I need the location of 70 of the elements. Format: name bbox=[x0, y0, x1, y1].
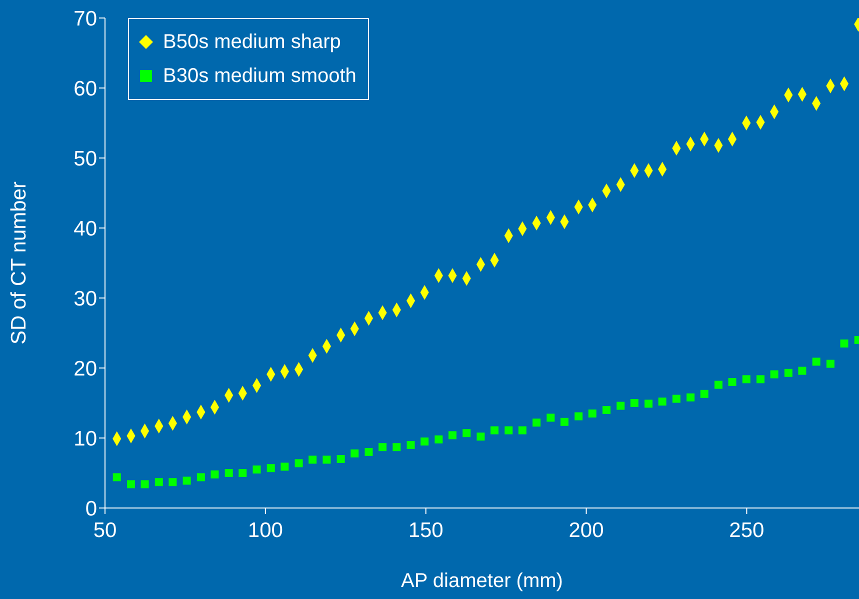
point bbox=[406, 441, 415, 449]
point bbox=[294, 459, 303, 468]
legend-label: B50s medium sharp bbox=[163, 30, 341, 54]
point bbox=[462, 429, 471, 438]
point bbox=[434, 435, 443, 444]
point bbox=[784, 368, 792, 377]
point bbox=[322, 456, 331, 464]
point bbox=[588, 410, 596, 418]
point bbox=[728, 378, 736, 386]
y-tick-label: 30 bbox=[74, 287, 97, 310]
point bbox=[602, 406, 610, 414]
point bbox=[490, 426, 499, 434]
point bbox=[168, 478, 177, 486]
legend-label: B30s medium smooth bbox=[163, 64, 356, 88]
point bbox=[420, 438, 429, 446]
y-tick-label: 10 bbox=[74, 427, 97, 450]
y-tick-label: 40 bbox=[74, 217, 97, 240]
point bbox=[336, 455, 345, 463]
point bbox=[280, 462, 289, 471]
point bbox=[742, 375, 750, 384]
y-axis-title: SD of CT number bbox=[7, 181, 30, 345]
point bbox=[644, 400, 653, 408]
point bbox=[532, 418, 541, 427]
point bbox=[182, 476, 191, 485]
y-tick-label: 20 bbox=[74, 357, 97, 380]
point bbox=[812, 358, 820, 366]
point bbox=[756, 375, 764, 384]
point bbox=[126, 480, 135, 488]
x-tick-label: 200 bbox=[568, 518, 604, 542]
point bbox=[630, 399, 638, 407]
y-tick-label: 60 bbox=[74, 77, 97, 100]
point bbox=[308, 456, 317, 464]
point bbox=[770, 370, 778, 378]
point bbox=[224, 469, 233, 477]
point bbox=[700, 390, 708, 398]
x-tick-label: 50 bbox=[93, 518, 117, 542]
point bbox=[210, 470, 219, 478]
point bbox=[392, 443, 401, 452]
point bbox=[658, 398, 666, 406]
x-axis-title: AP diameter (mm) bbox=[401, 570, 563, 592]
point bbox=[476, 432, 485, 441]
point bbox=[504, 426, 513, 434]
point bbox=[196, 473, 205, 482]
point bbox=[238, 469, 247, 477]
point bbox=[140, 480, 149, 488]
point bbox=[112, 473, 121, 482]
point bbox=[350, 449, 359, 458]
y-tick-label: 50 bbox=[74, 147, 97, 170]
point bbox=[266, 464, 275, 472]
point bbox=[364, 448, 373, 456]
point bbox=[252, 466, 261, 474]
x-tick-label: 150 bbox=[408, 518, 444, 542]
point bbox=[560, 418, 568, 426]
point bbox=[518, 426, 526, 434]
point bbox=[574, 412, 583, 420]
point bbox=[378, 443, 387, 452]
point bbox=[798, 366, 806, 375]
point bbox=[546, 414, 555, 422]
y-tick-label: 70 bbox=[74, 7, 97, 30]
point bbox=[448, 431, 456, 440]
point bbox=[616, 402, 625, 410]
x-tick-label: 100 bbox=[248, 518, 283, 542]
y-tick-label: 0 bbox=[85, 497, 97, 520]
point bbox=[840, 340, 848, 348]
point bbox=[154, 478, 163, 486]
point bbox=[826, 360, 834, 368]
point bbox=[672, 394, 680, 403]
point bbox=[686, 393, 695, 402]
point bbox=[714, 380, 722, 389]
x-tick-label: 250 bbox=[729, 518, 764, 542]
